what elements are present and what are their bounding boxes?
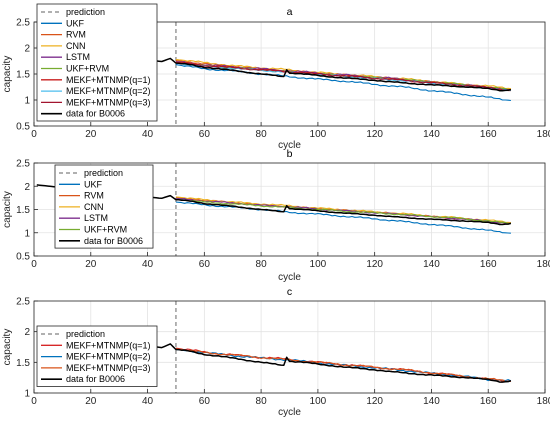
x-tick-label: 120 xyxy=(366,259,383,270)
legend: predictionUKFRVMCNNLSTMUKF+RVMMEKF+MTNMP… xyxy=(36,3,158,122)
y-axis-label: capacity xyxy=(2,191,13,228)
panel-title: c xyxy=(287,286,292,298)
panel-b: 0 20 40 60 80 100 120 140 160 180 0.5 1 1.5 2 2.5 b cycl… xyxy=(2,148,550,283)
x-tick-label: 120 xyxy=(366,396,383,407)
series-line-ukf xyxy=(175,201,511,234)
panel-title: b xyxy=(287,148,293,160)
panel-c: 0 20 40 60 80 100 120 140 160 180 1 1.5 2 2.5 c cycle ca… xyxy=(2,286,550,418)
x-tick-label: 80 xyxy=(256,259,268,270)
y-tick-label: 2.5 xyxy=(16,297,30,308)
x-tick-label: 120 xyxy=(366,129,383,140)
y-tick-label: 1 xyxy=(24,228,30,239)
legend-label: prediction xyxy=(66,329,105,339)
legend-label: LSTM xyxy=(66,52,90,62)
x-tick-label: 80 xyxy=(256,129,268,140)
legend-label: data for B0006 xyxy=(66,109,125,119)
x-tick-label: 140 xyxy=(423,259,440,270)
legend-label: RVM xyxy=(66,30,86,40)
legend-label: UKF xyxy=(84,179,103,189)
x-tick-label: 180 xyxy=(537,129,550,140)
y-tick-label: 2.5 xyxy=(16,159,30,170)
panel-title: a xyxy=(287,6,293,18)
y-axis-label: capacity xyxy=(2,329,13,366)
legend-label: MEKF+MTNMP(q=2) xyxy=(66,86,151,96)
x-axis-label: cycle xyxy=(278,407,301,418)
y-tick-label: 1.5 xyxy=(16,358,30,369)
x-tick-label: 80 xyxy=(256,396,268,407)
x-tick-label: 100 xyxy=(310,259,327,270)
x-tick-label: 160 xyxy=(480,259,497,270)
series-line-mekf-mtnmp-q-3- xyxy=(175,348,511,382)
y-tick-label: 2 xyxy=(24,44,30,55)
x-tick-label: 140 xyxy=(423,129,440,140)
x-tick-label: 160 xyxy=(480,129,497,140)
axes-box xyxy=(33,21,546,127)
x-tick-label: 40 xyxy=(142,259,154,270)
legend-label: MEKF+MTNMP(q=3) xyxy=(66,363,151,373)
legend-label: MEKF+MTNMP(q=2) xyxy=(66,352,151,362)
y-tick-label: 2 xyxy=(24,327,30,338)
legend-label: MEKF+MTNMP(q=1) xyxy=(66,340,151,350)
x-tick-label: 140 xyxy=(423,396,440,407)
y-tick-label: 1 xyxy=(24,389,30,400)
legend-label: CNN xyxy=(66,41,86,51)
x-tick-label: 0 xyxy=(31,396,37,407)
x-tick-label: 60 xyxy=(199,259,211,270)
legend-label: prediction xyxy=(66,7,105,17)
series-line-ukf-rvm xyxy=(175,198,511,225)
x-tick-label: 60 xyxy=(199,129,211,140)
y-tick-label: 1.5 xyxy=(16,70,30,81)
legend-label: RVM xyxy=(84,191,104,201)
legend-label: UKF+RVM xyxy=(66,64,109,74)
axes-box xyxy=(33,162,546,257)
x-tick-label: 180 xyxy=(537,259,550,270)
legend-label: MEKF+MTNMP(q=3) xyxy=(66,97,151,107)
x-tick-label: 20 xyxy=(85,396,97,407)
y-tick-label: 1.5 xyxy=(16,205,30,216)
axes-box xyxy=(33,300,546,394)
y-tick-label: 2.5 xyxy=(16,18,30,29)
x-tick-label: 40 xyxy=(142,396,154,407)
legend-label: UKF+RVM xyxy=(84,225,127,235)
x-tick-label: 100 xyxy=(310,129,327,140)
y-axis-label: capacity xyxy=(2,56,13,93)
y-tick-label: 2 xyxy=(24,182,30,193)
x-tick-label: 40 xyxy=(142,129,154,140)
legend-label: LSTM xyxy=(84,213,108,223)
x-tick-label: 180 xyxy=(537,396,550,407)
panel-a: 0 20 40 60 80 100 120 140 160 180 0.5 1 1.5 2 2.5 a cycl… xyxy=(2,3,550,151)
x-tick-label: 160 xyxy=(480,396,497,407)
series-line-lstm xyxy=(175,197,511,224)
y-tick-label: 0.5 xyxy=(16,122,30,133)
legend-label: data for B0006 xyxy=(66,374,125,384)
x-tick-label: 0 xyxy=(31,129,37,140)
x-axis-label: cycle xyxy=(278,140,301,151)
legend-label: CNN xyxy=(84,202,104,212)
x-tick-label: 100 xyxy=(310,396,327,407)
series-line-mekf-mtnmp-q-3- xyxy=(175,62,511,91)
x-tick-label: 20 xyxy=(85,129,97,140)
legend-label: MEKF+MTNMP(q=1) xyxy=(66,75,151,85)
x-axis-label: cycle xyxy=(278,272,301,283)
x-tick-label: 60 xyxy=(199,396,211,407)
y-tick-label: 0.5 xyxy=(16,252,30,263)
x-tick-label: 20 xyxy=(85,259,97,270)
y-tick-label: 1 xyxy=(24,96,30,107)
legend-label: UKF xyxy=(66,18,85,28)
legend-label: prediction xyxy=(84,168,123,178)
series-line-mekf-mtnmp-q-2- xyxy=(175,348,512,382)
legend-label: data for B0006 xyxy=(84,236,143,246)
x-tick-label: 0 xyxy=(31,259,37,270)
